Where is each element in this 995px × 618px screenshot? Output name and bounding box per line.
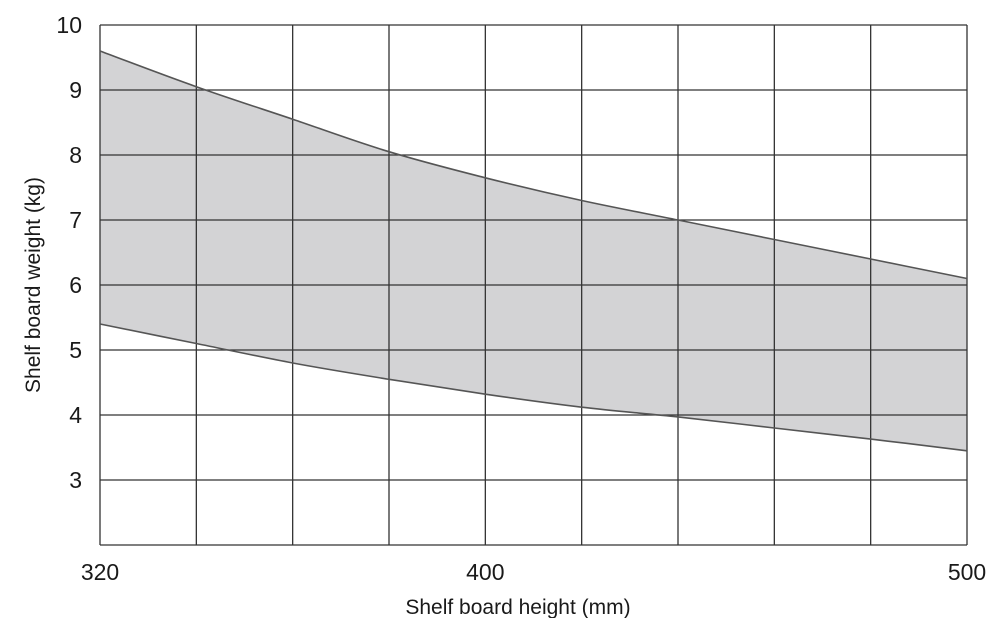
x-axis-label: Shelf board height (mm)	[405, 596, 630, 618]
y-tick-label: 6	[69, 272, 82, 298]
y-tick-label: 5	[69, 337, 82, 363]
y-tick-label: 7	[69, 207, 82, 233]
series-layer	[99, 50, 968, 452]
y-tick-label: 10	[56, 12, 82, 38]
y-tick-label: 3	[69, 467, 82, 493]
band-layer	[100, 51, 967, 451]
y-tick-label: 4	[69, 402, 82, 428]
x-tick-label: 500	[948, 559, 986, 585]
y-axis-label: Shelf board weight (kg)	[22, 177, 45, 393]
y-tick-label: 8	[69, 142, 82, 168]
x-tick-label: 320	[81, 559, 119, 585]
grid-layer	[99, 24, 968, 546]
upper-bound-line	[99, 50, 968, 280]
tick-layer: 3 4 5 6 7 8 9 10 320 400 500	[56, 12, 986, 585]
lower-bound-line	[99, 323, 968, 452]
x-tick-label: 400	[466, 559, 504, 585]
y-tick-label: 9	[69, 77, 82, 103]
weight-range-band	[100, 51, 967, 451]
